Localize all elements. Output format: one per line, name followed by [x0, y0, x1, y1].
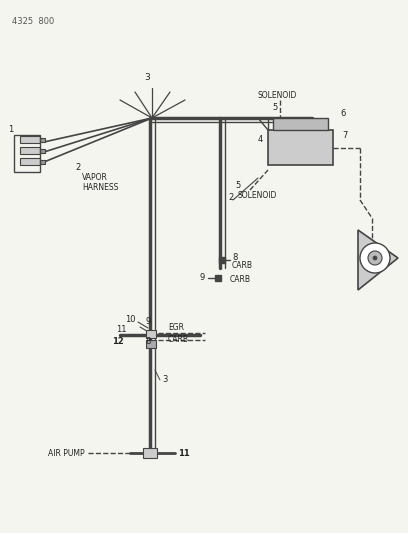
Text: 8: 8	[145, 337, 151, 346]
Text: HARNESS: HARNESS	[82, 183, 118, 192]
Text: 5: 5	[272, 102, 277, 111]
Polygon shape	[358, 230, 398, 290]
Text: 12: 12	[112, 337, 124, 346]
Text: 5: 5	[235, 181, 240, 190]
Text: 8: 8	[232, 254, 237, 262]
Text: 11: 11	[178, 448, 190, 457]
Text: AIR PUMP: AIR PUMP	[48, 448, 84, 457]
Text: 4: 4	[258, 135, 263, 144]
Bar	[14, 135, 40, 172]
Bar	[268, 130, 333, 165]
Text: 11: 11	[116, 326, 126, 335]
Text: 7: 7	[342, 131, 347, 140]
Bar	[143, 448, 157, 458]
Text: 4325  800: 4325 800	[12, 18, 54, 27]
Text: 2: 2	[228, 193, 233, 203]
Circle shape	[373, 256, 377, 260]
Text: CARB: CARB	[168, 335, 189, 344]
Text: EGR: EGR	[168, 324, 184, 333]
Text: 6: 6	[340, 109, 346, 117]
Bar	[40, 138, 45, 141]
Bar	[273, 118, 328, 130]
Text: 2: 2	[75, 164, 80, 173]
Circle shape	[360, 243, 390, 273]
Text: SOLENOID: SOLENOID	[258, 91, 297, 100]
Bar	[40, 159, 45, 164]
Bar	[20, 136, 40, 143]
Text: CARB: CARB	[230, 276, 251, 285]
Bar	[146, 340, 156, 348]
Text: 1: 1	[8, 125, 13, 134]
Circle shape	[368, 251, 382, 265]
Text: 10: 10	[125, 316, 135, 325]
Text: VAPOR: VAPOR	[82, 174, 108, 182]
Text: 3: 3	[144, 74, 150, 83]
Bar	[20, 147, 40, 154]
Bar	[146, 330, 156, 338]
Text: SOLENOID: SOLENOID	[238, 190, 277, 199]
Bar	[40, 149, 45, 152]
Text: 9: 9	[145, 318, 150, 327]
Text: 9: 9	[200, 273, 205, 282]
Text: CARB: CARB	[232, 261, 253, 270]
Bar	[20, 158, 40, 165]
Text: 3: 3	[162, 376, 167, 384]
